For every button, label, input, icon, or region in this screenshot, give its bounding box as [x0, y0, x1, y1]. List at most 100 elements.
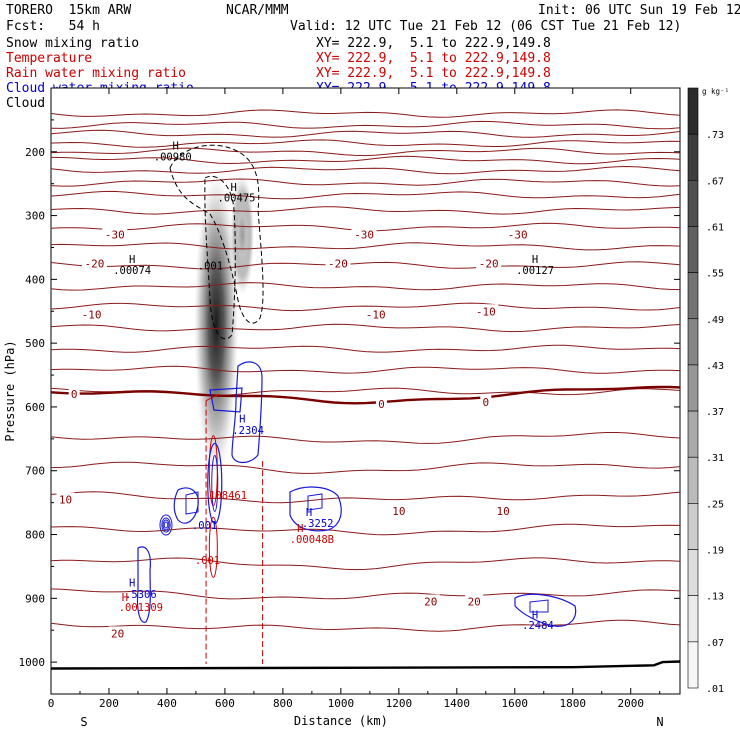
isotherm-label-bg: [351, 227, 377, 240]
colorbar-label: .49: [706, 315, 724, 326]
isotherm-line: [50, 523, 681, 536]
colorbar-label: .01: [706, 684, 724, 695]
left-end-label: S: [80, 715, 87, 729]
extremum-label: H: [172, 140, 178, 152]
zero-isotherm: [50, 385, 681, 405]
isotherm-line: [50, 178, 681, 187]
isotherm-line: [50, 139, 681, 148]
y-tick-label: 1000: [19, 656, 46, 669]
extremum-label: .5306: [125, 589, 157, 601]
isotherm-line: [50, 147, 681, 157]
x-tick-label: 1800: [560, 697, 587, 710]
cloud-water-contour: [173, 487, 199, 524]
isotherm-line: [50, 155, 681, 165]
isotherm-label-bg: [473, 304, 499, 317]
field-name: Temperature: [6, 51, 93, 66]
isotherm-line: [50, 557, 681, 571]
extremum-label: .2304: [232, 425, 264, 437]
cloud-water-contour: [289, 486, 342, 532]
cloud-water-contour: [529, 599, 549, 613]
colorbar-segment: [687, 641, 699, 689]
y-tick-label: 900: [25, 592, 45, 605]
isotherm-label-bg: [421, 594, 440, 607]
rain-top: [205, 393, 220, 402]
x-axis-label: Distance (km): [294, 714, 388, 728]
isotherm-line: [50, 190, 681, 200]
isotherm-line: [50, 282, 681, 291]
colorbar-segment: [687, 456, 699, 504]
snow-shading-secondary: [230, 174, 255, 295]
extremum-label: .2484: [522, 620, 554, 632]
isotherm-line: [50, 261, 681, 270]
x-tick-label: 2000: [617, 697, 644, 710]
isotherm-label: 10: [497, 505, 510, 518]
isotherm-line: [50, 120, 681, 130]
extremum-label: .001: [195, 555, 220, 567]
cloud-water-contour: [162, 519, 170, 531]
extremum-label: .00074: [113, 265, 151, 277]
colorbar-segment: [687, 180, 699, 227]
isotherm-line: [50, 206, 681, 215]
colorbar-unit: g kg⁻¹: [702, 87, 729, 96]
colorbar-segment: [687, 503, 699, 550]
cloud-water-contour: [307, 493, 323, 511]
isotherm-label: 0: [482, 396, 489, 409]
isotherm-label: -10: [476, 305, 496, 318]
cloud-water-contour: [207, 442, 223, 525]
colorbar-segment: [687, 272, 699, 320]
x-tick-label: 1200: [386, 697, 413, 710]
field-xy-range: XY= 222.9, 5.1 to 222.9,149.8: [316, 36, 551, 51]
isotherm-label: 10: [59, 493, 72, 506]
extremum-label: .00475: [218, 193, 256, 205]
colorbar-segment: [687, 318, 699, 366]
center-title: NCAR/MMM: [226, 3, 289, 18]
forecast-hour: Fcst: 54 h: [6, 19, 100, 34]
isotherm-line: [50, 109, 681, 118]
isotherm-label-bg: [494, 503, 513, 516]
isotherm-label-bg: [68, 387, 80, 400]
colorbar-segment: [687, 364, 699, 412]
colorbar-label: .25: [706, 499, 724, 510]
cloud-water-contour: [185, 491, 199, 515]
x-tick-label: 200: [99, 697, 119, 710]
isotherm-line: [50, 619, 681, 632]
field-name: Rain water mixing ratio: [6, 66, 187, 81]
extremum-label: .00127: [516, 265, 554, 277]
rain-contour-lower: [208, 516, 218, 578]
cloud-water-contour: [514, 593, 577, 627]
cloud-water-contour: [209, 387, 243, 413]
extremum-label: .3252: [302, 518, 334, 530]
isotherm-label: 20: [468, 596, 481, 609]
isotherm-line: [50, 323, 681, 333]
colorbar-segment: [687, 133, 699, 181]
y-tick-label: 400: [25, 273, 45, 286]
isotherm-label: 0: [378, 398, 385, 411]
extremum-label: H: [230, 182, 236, 194]
isotherm-line: [50, 461, 681, 474]
terrain-line: [50, 660, 681, 670]
extremum-label: H: [306, 507, 312, 519]
extremum-label: H: [297, 523, 303, 535]
colorbar-segment: [687, 549, 699, 596]
colorbar-label: .37: [706, 407, 724, 418]
isotherm-label-bg: [375, 396, 387, 409]
colorbar-label: .19: [706, 546, 724, 557]
field-name: Snow mixing ratio: [6, 36, 140, 51]
cloud-water-contour: [159, 514, 173, 536]
isotherm-label-bg: [505, 227, 531, 240]
valid-time: Valid: 12 UTC Tue 21 Feb 12 (06 CST Tue …: [290, 19, 682, 34]
isotherm-label: 20: [424, 596, 437, 609]
colorbar-label: .67: [706, 176, 724, 187]
y-tick-label: 300: [25, 210, 45, 223]
colorbar-label: .13: [706, 592, 724, 603]
cloud-water-contour: [161, 517, 171, 533]
isotherm-label: 20: [111, 627, 124, 640]
isotherm-label: -20: [328, 257, 348, 270]
field-xy-range: XY= 222.9, 5.1 to 222.9,149.8: [316, 66, 551, 81]
colorbar-label: .07: [706, 638, 724, 649]
colorbar-segment: [687, 595, 699, 643]
isotherm-line: [50, 365, 681, 374]
x-tick-label: 400: [157, 697, 177, 710]
isotherm-line: [50, 302, 681, 312]
x-tick-label: 1000: [328, 697, 355, 710]
